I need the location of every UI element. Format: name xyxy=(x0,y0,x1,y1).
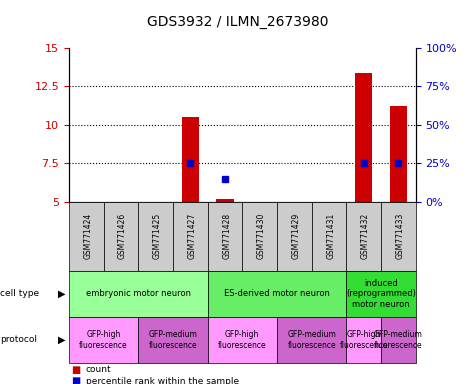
Bar xyxy=(355,73,372,202)
Text: percentile rank within the sample: percentile rank within the sample xyxy=(86,377,238,384)
Text: GSM771424: GSM771424 xyxy=(84,213,93,259)
Text: ■: ■ xyxy=(71,365,80,375)
Text: GFP-medium
fluorescence: GFP-medium fluorescence xyxy=(374,330,423,349)
Text: GSM771428: GSM771428 xyxy=(222,213,231,259)
Text: GFP-medium
fluorescence: GFP-medium fluorescence xyxy=(149,330,197,349)
Text: GSM771431: GSM771431 xyxy=(326,213,335,259)
Text: GFP-high
fluorescence: GFP-high fluorescence xyxy=(339,330,388,349)
Text: GSM771426: GSM771426 xyxy=(118,213,127,259)
Bar xyxy=(390,106,407,202)
Text: ▶: ▶ xyxy=(58,335,66,345)
Text: GSM771430: GSM771430 xyxy=(257,213,266,259)
Text: ■: ■ xyxy=(71,376,80,384)
Text: induced
(reprogrammed)
motor neuron: induced (reprogrammed) motor neuron xyxy=(346,279,416,309)
Text: GSM771429: GSM771429 xyxy=(292,213,301,259)
Text: protocol: protocol xyxy=(0,335,38,344)
Text: GFP-high
fluorescence: GFP-high fluorescence xyxy=(79,330,128,349)
Text: count: count xyxy=(86,365,111,374)
Text: GDS3932 / ILMN_2673980: GDS3932 / ILMN_2673980 xyxy=(147,15,328,29)
Text: GSM771432: GSM771432 xyxy=(361,213,370,259)
Text: GSM771433: GSM771433 xyxy=(396,213,405,259)
Text: GSM771427: GSM771427 xyxy=(188,213,197,259)
Text: cell type: cell type xyxy=(0,289,39,298)
Text: ES-derived motor neuron: ES-derived motor neuron xyxy=(224,289,330,298)
Bar xyxy=(216,199,234,202)
Text: GSM771425: GSM771425 xyxy=(153,213,162,259)
Text: GFP-high
fluorescence: GFP-high fluorescence xyxy=(218,330,266,349)
Text: embryonic motor neuron: embryonic motor neuron xyxy=(86,289,191,298)
Bar xyxy=(181,117,199,202)
Text: ▶: ▶ xyxy=(58,289,66,299)
Text: GFP-medium
fluorescence: GFP-medium fluorescence xyxy=(287,330,336,349)
